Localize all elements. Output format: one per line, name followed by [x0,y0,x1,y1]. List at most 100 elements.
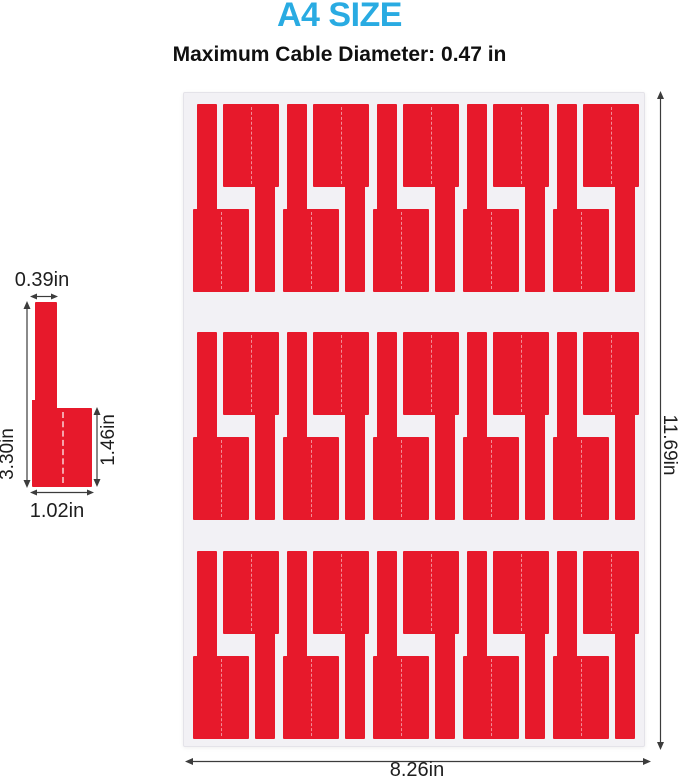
label-flag [583,332,639,415]
cable-label-down [373,332,463,520]
label-flag [193,437,249,520]
label-flag [463,656,519,739]
cable-label-down [553,332,643,520]
fold-line [431,107,432,184]
fold-line [581,212,582,289]
label-flag [403,104,459,187]
arrowhead-right [643,758,651,765]
cable-label-down [463,332,553,520]
cable-label-up [283,551,373,739]
label-pair [193,332,283,520]
label-strip [287,332,307,438]
label-pair [283,551,373,739]
cable-label-down [193,104,283,292]
arrowhead-up [23,301,31,309]
label-flag [223,551,279,634]
label-pair [283,332,373,520]
label-flag [583,551,639,634]
fold-line [251,554,252,631]
arrowhead-right [51,293,58,300]
fold-line [491,440,492,517]
fold-line [431,554,432,631]
fold-line [491,659,492,736]
label-flag [403,551,459,634]
label-pair [463,104,553,292]
cable-label-down [463,104,553,292]
arrowhead-down [657,742,664,750]
label-row [193,104,639,292]
label-flag [283,437,339,520]
fold-line [341,335,342,412]
label-strip [557,104,577,210]
fold-line [491,212,492,289]
fold-line [401,440,402,517]
fold-line [401,212,402,289]
cable-label-up [373,104,463,292]
cable-label-up [193,104,283,292]
cable-label-down [283,104,373,292]
fold-line [341,107,342,184]
label-pair [373,104,463,292]
label-sheet [183,92,645,747]
label-strip [467,551,487,657]
cable-label-up [463,551,553,739]
fold-line [62,412,64,483]
label-strip [525,186,545,292]
cable-label-down [193,551,283,739]
subtitle: Maximum Cable Diameter: 0.47 in [172,43,507,66]
label-strip [435,186,455,292]
label-strip [197,551,217,657]
sheet-width-arrow [185,758,651,765]
label-flag [373,209,429,292]
fold-line [611,335,612,412]
label-flag [373,437,429,520]
fold-line [221,440,222,517]
cable-label-down [373,104,463,292]
cable-label-down [373,551,463,739]
label-strip [525,414,545,520]
label-strip-step [32,400,57,409]
label-strip [467,332,487,438]
dim-sheet-width: 8.26in [389,759,445,781]
cable-label-down [553,551,643,739]
label-flag [193,209,249,292]
dim-label-height: 3.30in [0,428,18,480]
arrowhead-down [23,480,31,488]
cable-label-down [193,332,283,520]
sheet-height-arrow [657,91,664,750]
label-pair [553,332,643,520]
cable-label-down [553,104,643,292]
label-flag [32,408,92,487]
label-flag [373,656,429,739]
label-strip [197,104,217,210]
label-flag [463,437,519,520]
arrowhead-right [87,489,94,496]
cable-label-up [463,332,553,520]
cable-label-up [193,551,283,739]
label-flag [493,104,549,187]
label-height-arrow [23,301,31,488]
cable-label-up [283,332,373,520]
label-pair [193,551,283,739]
cable-label-up [553,551,643,739]
label-strip [35,302,57,404]
cable-label-up [373,332,463,520]
cable-label-up [193,332,283,520]
label-flag [313,332,369,415]
label-pair [373,332,463,520]
label-flag [313,551,369,634]
label-flag [493,551,549,634]
fold-line [431,335,432,412]
page-title: A4 SIZE [277,0,402,34]
dim-strip-width: 0.39in [14,269,70,291]
label-pair [463,332,553,520]
label-flag [193,656,249,739]
cable-label-up [553,104,643,292]
label-pair [553,104,643,292]
label-row [193,551,639,739]
fold-line [521,107,522,184]
arrowhead-down [93,479,101,487]
label-flag [283,209,339,292]
label-flag [493,332,549,415]
